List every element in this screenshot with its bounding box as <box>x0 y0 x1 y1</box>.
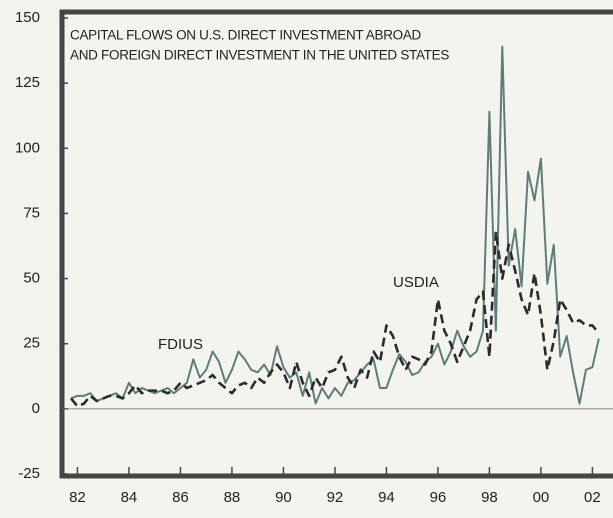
x-tick-label: 94 <box>378 489 395 506</box>
x-tick-label: 98 <box>481 489 498 506</box>
x-tick-label: 02 <box>584 489 601 506</box>
y-tick-label: 125 <box>15 74 40 91</box>
series-label: USDIA <box>393 274 439 291</box>
x-tick-label: 96 <box>430 489 447 506</box>
x-tick-label: 90 <box>275 489 292 506</box>
x-tick-label: 00 <box>533 489 550 506</box>
x-tick-label: 82 <box>69 489 86 506</box>
y-tick-label: 100 <box>15 139 40 156</box>
series-line <box>70 45 600 405</box>
series-label: FDIUS <box>158 336 203 353</box>
y-tick-label: 0 <box>32 400 40 417</box>
y-tick-label: 150 <box>15 9 40 26</box>
x-tick-label: 92 <box>327 489 344 506</box>
y-tick-label: 75 <box>23 204 40 221</box>
y-tick-label: -25 <box>18 465 40 482</box>
series-line <box>70 230 600 408</box>
chart-title-line: AND FOREIGN DIRECT INVESTMENT IN THE UNI… <box>70 48 449 63</box>
y-tick-label: 25 <box>23 335 40 352</box>
x-tick-label: 84 <box>121 489 138 506</box>
chart-title-line: CAPITAL FLOWS ON U.S. DIRECT INVESTMENT … <box>70 28 422 43</box>
plot-frame <box>59 9 613 479</box>
x-tick-label: 86 <box>172 489 189 506</box>
x-tick-label: 88 <box>224 489 241 506</box>
y-tick-label: 50 <box>23 270 40 287</box>
